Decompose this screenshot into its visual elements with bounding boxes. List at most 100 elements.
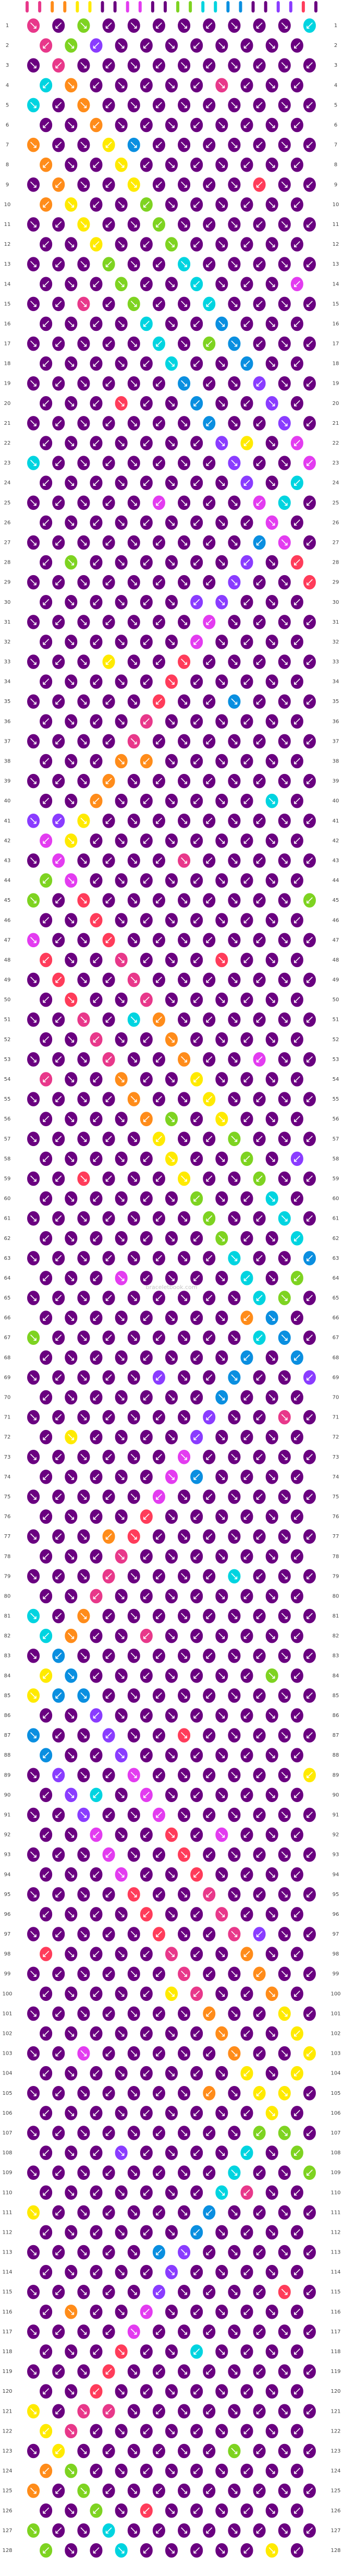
- knot: [27, 2324, 41, 2340]
- row-number: 8: [6, 162, 9, 168]
- knot: [240, 753, 254, 769]
- row-number: 70: [333, 1395, 339, 1401]
- knot: [302, 177, 316, 193]
- knot: [215, 2383, 229, 2399]
- knot: [190, 1668, 204, 1684]
- knot: [52, 375, 66, 391]
- knot: [265, 515, 279, 531]
- knot: [127, 2165, 141, 2180]
- knot: [227, 2125, 241, 2141]
- knot: [190, 276, 204, 292]
- knot: [177, 336, 191, 352]
- knot: [89, 157, 103, 173]
- knot: [164, 396, 179, 411]
- knot: [277, 57, 291, 74]
- knot: [240, 1946, 254, 1962]
- knot: [190, 475, 204, 491]
- knot: [127, 97, 141, 113]
- knot: [27, 534, 41, 551]
- knot: [215, 1429, 229, 1445]
- knot: [64, 316, 78, 332]
- knot: [265, 1588, 279, 1604]
- knot: [215, 2304, 229, 2320]
- knot: [177, 2204, 191, 2221]
- knot: [240, 396, 254, 411]
- row-number: 62: [4, 1236, 11, 1242]
- knot: [114, 1230, 128, 1246]
- knot: [202, 2443, 216, 2459]
- knot: [64, 1429, 78, 1445]
- row-number: 116: [2, 2309, 12, 2315]
- row-number: 107: [2, 2130, 12, 2136]
- row-number: 121: [2, 2408, 12, 2414]
- row-number: 108: [330, 2150, 340, 2156]
- row-number: 34: [4, 679, 11, 685]
- knot: [139, 1151, 153, 1167]
- knot: [265, 197, 279, 212]
- row-number: 89: [4, 1772, 11, 1778]
- knot: [190, 1866, 204, 1882]
- knot: [215, 1509, 229, 1524]
- knot: [39, 38, 53, 53]
- knot: [64, 2304, 78, 2320]
- knot: [89, 1350, 103, 1366]
- row-number: 58: [333, 1156, 339, 1162]
- knot: [240, 1310, 254, 1326]
- knot: [252, 773, 266, 789]
- row-number: 39: [4, 779, 11, 784]
- knot: [64, 475, 78, 491]
- knot: [102, 733, 116, 749]
- knot: [114, 2463, 128, 2479]
- knot: [64, 38, 78, 53]
- row-number: 109: [330, 2170, 340, 2176]
- row-number: 16: [4, 321, 11, 327]
- knot: [77, 932, 91, 948]
- knot: [302, 495, 316, 511]
- row-number: 5: [334, 102, 337, 108]
- knot: [102, 932, 116, 948]
- row-number: 16: [333, 321, 339, 327]
- knot: [202, 2403, 216, 2419]
- knot: [64, 554, 78, 570]
- knot: [202, 1887, 216, 1902]
- knot: [252, 654, 266, 670]
- knot: [202, 2244, 216, 2260]
- knot: [215, 355, 229, 372]
- knot: [102, 1846, 116, 1863]
- knot: [240, 713, 254, 730]
- row-number: 124: [330, 2468, 340, 2474]
- knot: [290, 1986, 304, 2002]
- row-number: 128: [2, 2548, 12, 2554]
- knot: [252, 2165, 266, 2180]
- knot: [89, 2463, 103, 2479]
- knot: [227, 614, 241, 630]
- knot: [164, 912, 179, 928]
- knot: [64, 1469, 78, 1485]
- row-number: 99: [333, 1971, 339, 1977]
- knot: [77, 853, 91, 868]
- row-number: 122: [2, 2428, 12, 2434]
- knot: [102, 1807, 116, 1823]
- knot: [52, 534, 66, 551]
- knot: [39, 276, 53, 292]
- knot: [190, 833, 204, 849]
- knot: [89, 117, 103, 133]
- row-number: 102: [330, 2031, 340, 2037]
- knot: [290, 2423, 304, 2439]
- knot: [102, 336, 116, 352]
- knot: [215, 1310, 229, 1326]
- row-number: 50: [333, 997, 339, 1003]
- knot: [114, 833, 128, 849]
- row-number: 93: [333, 1852, 339, 1858]
- knot: [39, 515, 53, 531]
- knot: [252, 2443, 266, 2459]
- row-number: 21: [333, 421, 339, 426]
- knot: [177, 1131, 191, 1147]
- knot: [202, 773, 216, 789]
- knot: [77, 2403, 91, 2419]
- row-number: 88: [4, 1752, 11, 1758]
- knot: [252, 217, 266, 232]
- knot: [227, 2284, 241, 2300]
- knot: [202, 2483, 216, 2499]
- knot: [77, 773, 91, 789]
